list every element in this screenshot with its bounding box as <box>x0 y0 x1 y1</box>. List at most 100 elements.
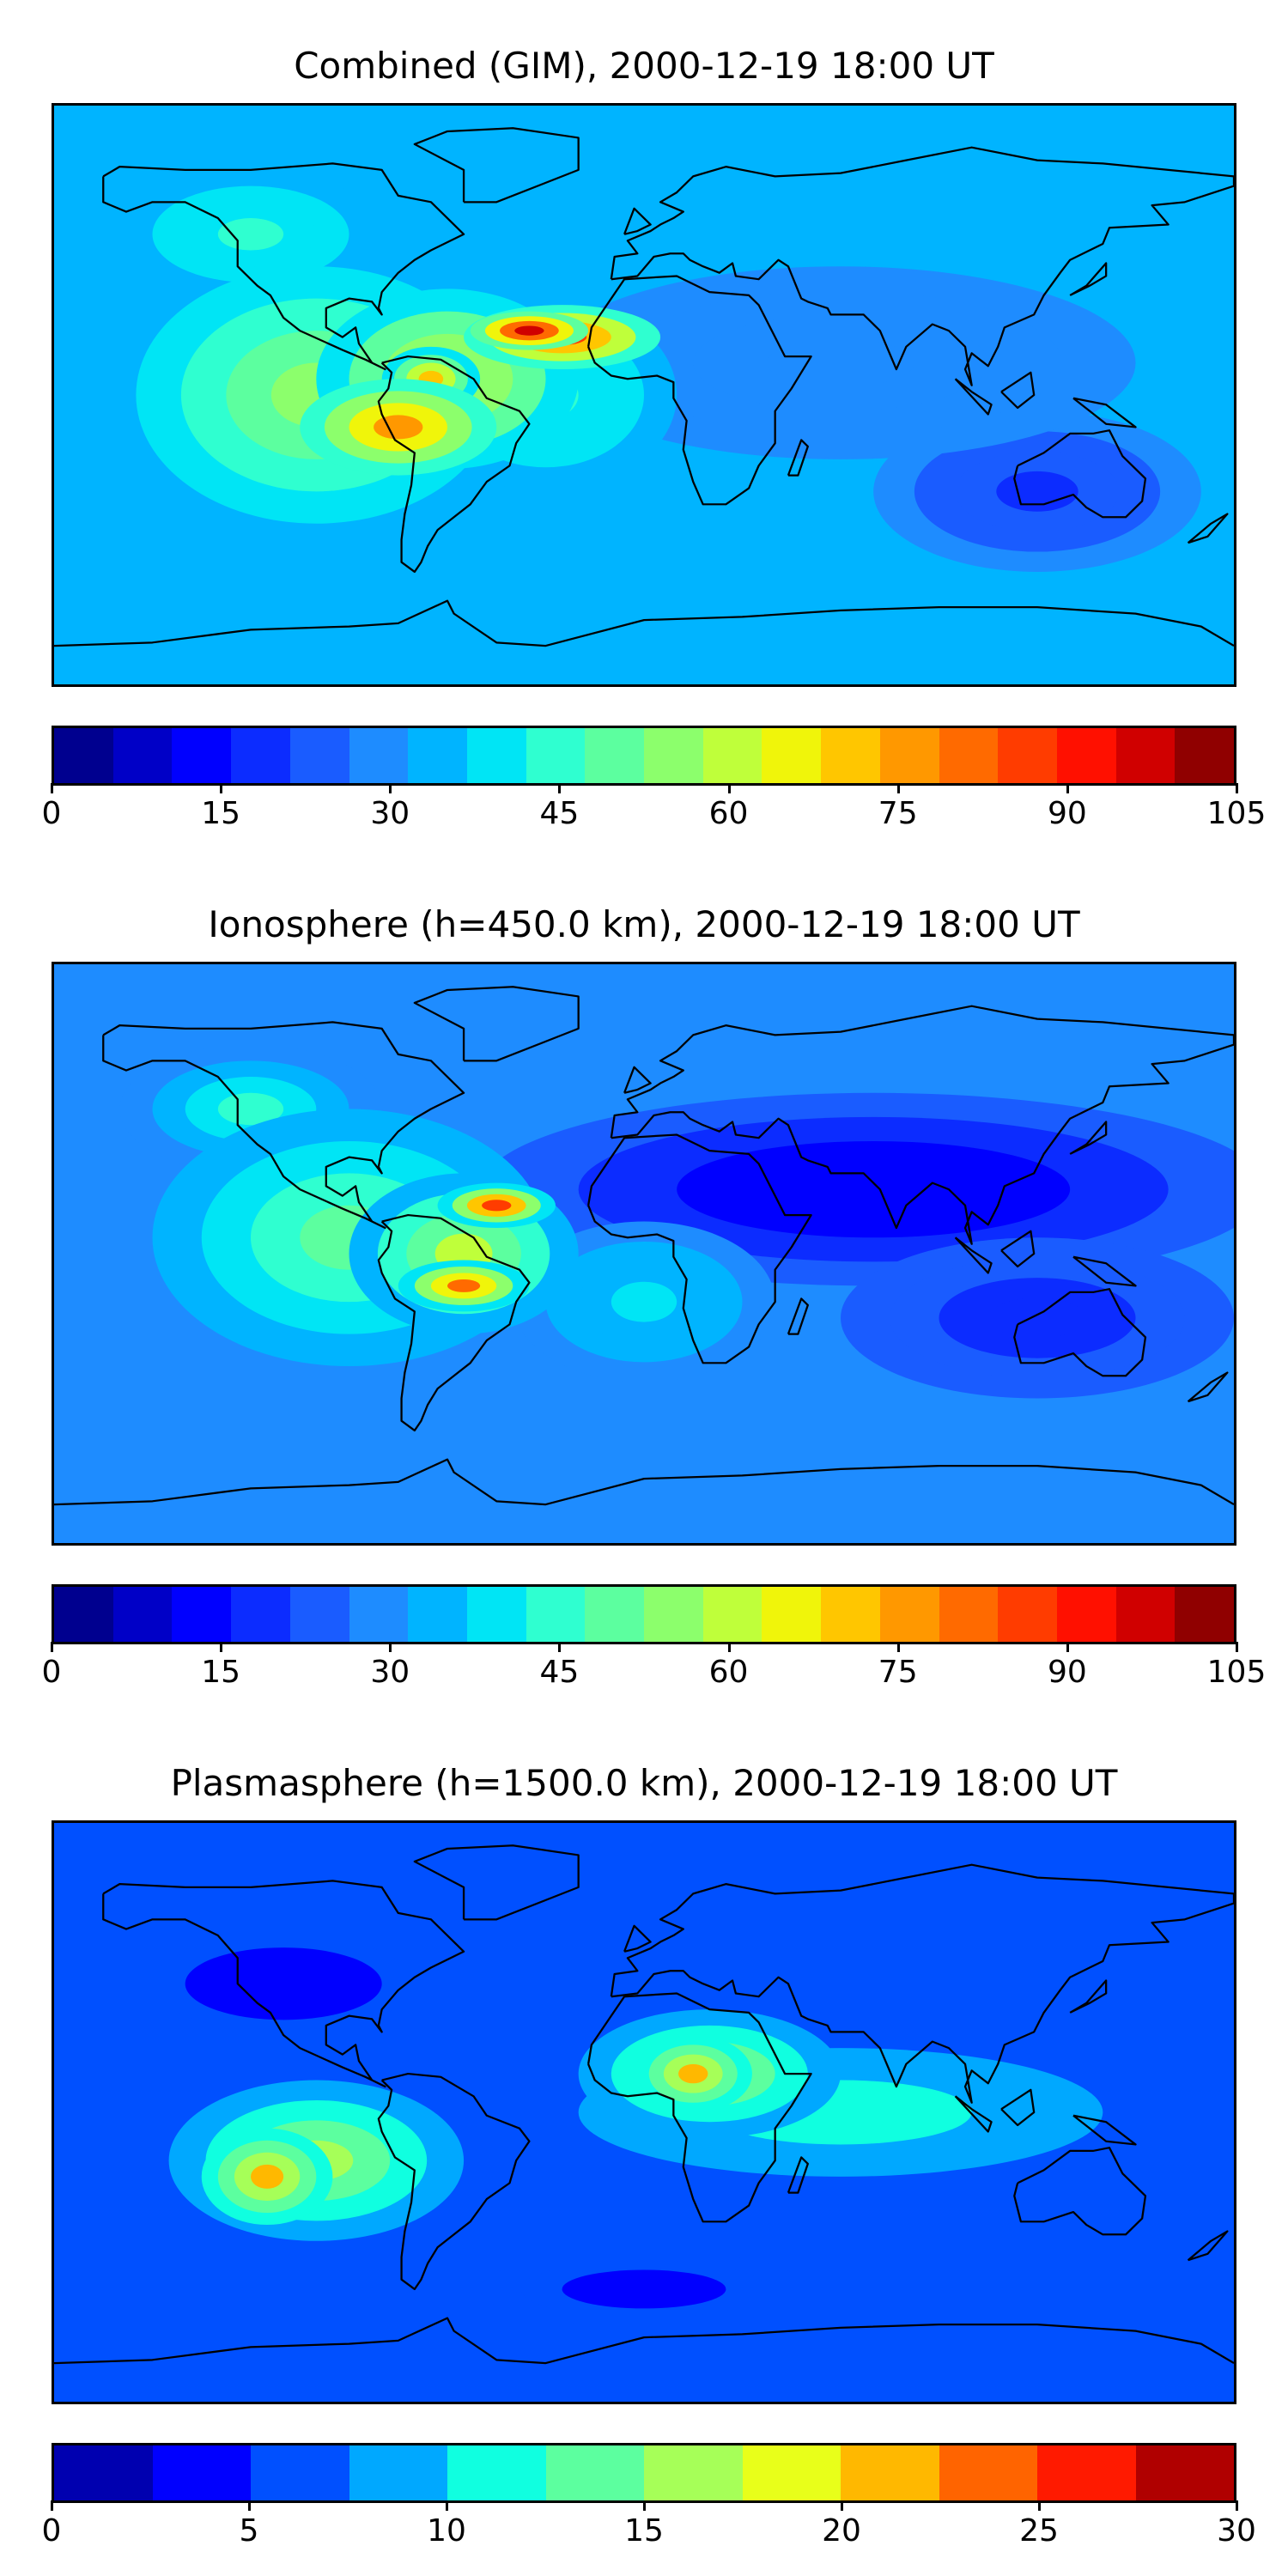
colorbar-segment <box>998 728 1057 783</box>
tick-label: 45 <box>539 1655 580 1690</box>
colorbar-segment <box>998 1587 1057 1642</box>
coastline <box>610 1863 1234 2104</box>
coastline <box>623 207 652 235</box>
tick-label: 60 <box>708 796 749 831</box>
coastline <box>377 2072 531 2291</box>
colorbar-segment <box>1175 728 1235 783</box>
contour-band <box>987 1297 1087 1339</box>
colorbar-segment <box>152 2445 251 2500</box>
coastline <box>954 378 993 416</box>
tick-label: 105 <box>1206 1655 1267 1690</box>
coastline <box>1187 1371 1229 1403</box>
tick-label: 45 <box>539 796 580 831</box>
panel-1-map-svg <box>54 106 1234 684</box>
colorbar-segment <box>1056 1587 1116 1642</box>
colorbar-segment <box>289 1587 349 1642</box>
coastline <box>54 2317 1234 2365</box>
colorbar-segment <box>821 728 880 783</box>
colorbar-segment <box>1037 2445 1136 2500</box>
tick-label: 30 <box>370 796 410 831</box>
coastline <box>610 1005 1234 1245</box>
coastline <box>1072 397 1137 428</box>
tick-label: 15 <box>201 1655 241 1690</box>
tick-mark <box>558 1642 562 1652</box>
contour-band <box>611 1281 677 1322</box>
colorbar-segment <box>408 1587 467 1642</box>
panel-2-colorbar-ticks: 0 15 30 45 60 75 90 105 <box>42 1642 1266 1693</box>
tick-label: 0 <box>41 2513 62 2549</box>
tick-mark <box>446 2500 448 2511</box>
coastline <box>1013 429 1147 519</box>
tick-mark <box>389 783 392 793</box>
panel-2-title: Ionosphere (h=450.0 km), 2000-12-19 18:0… <box>208 903 1080 945</box>
tick-mark <box>727 1642 731 1652</box>
tick-label: 30 <box>1217 2513 1256 2549</box>
contour-band <box>251 2164 284 2189</box>
colorbar-segment <box>466 1587 526 1642</box>
colorbar-segment <box>466 728 526 783</box>
contour-band <box>603 2279 685 2300</box>
coastline <box>586 275 812 506</box>
coastline <box>623 1066 652 1094</box>
tick-label: 25 <box>1019 2513 1059 2549</box>
colorbar-segment <box>251 2445 349 2500</box>
tick-mark <box>558 783 562 793</box>
coastline <box>1013 1288 1147 1377</box>
tick-label: 15 <box>201 796 241 831</box>
coastline <box>787 439 809 477</box>
panel-3-colorbar-ticks: 0 5 10 15 20 25 30 <box>42 2500 1256 2552</box>
contour-band <box>514 325 544 336</box>
panel-3-map-svg <box>54 1823 1234 2402</box>
coastline <box>1069 262 1108 296</box>
coastline <box>1000 371 1036 410</box>
tick-label: 15 <box>624 2513 664 2549</box>
coastline <box>787 1297 809 1335</box>
contour-band <box>996 471 1078 512</box>
tick-label: 60 <box>708 1655 749 1690</box>
tick-mark <box>643 2500 646 2511</box>
coastline <box>954 1236 993 1274</box>
coastline <box>1187 513 1229 544</box>
coastline <box>413 127 580 204</box>
colorbar-segment <box>545 2445 644 2500</box>
panel-1-title: Combined (GIM), 2000-12-19 18:00 UT <box>294 45 994 87</box>
colorbar-segment <box>702 728 762 783</box>
colorbar-segment <box>289 728 349 783</box>
contour-band <box>482 1200 512 1212</box>
tick-label: 0 <box>41 796 62 831</box>
coastline <box>1072 1255 1137 1287</box>
colorbar-segment <box>349 1587 409 1642</box>
colorbar-segment <box>112 1587 173 1642</box>
coastline <box>586 1992 812 2223</box>
contour-band <box>374 415 423 440</box>
coastline <box>102 162 465 371</box>
coastline <box>787 2156 809 2194</box>
coastline <box>102 1880 465 2088</box>
contour-band <box>678 2063 708 2084</box>
tick-mark <box>896 1642 900 1652</box>
coastline <box>377 1213 531 1432</box>
colorbar-segment <box>644 2445 743 2500</box>
tick-label: 75 <box>878 796 918 831</box>
tick-label: 105 <box>1206 796 1267 831</box>
tick-mark <box>896 783 900 793</box>
coastline <box>54 1458 1234 1506</box>
panel-3-map <box>52 1820 1236 2404</box>
tick-label: 90 <box>1047 796 1087 831</box>
tick-mark <box>1066 783 1069 793</box>
tick-label: 0 <box>41 1655 62 1690</box>
panel-1-map <box>52 103 1236 687</box>
colorbar-segment <box>939 728 999 783</box>
colorbar-segment <box>879 1587 939 1642</box>
colorbar-segment <box>172 1587 232 1642</box>
colorbar-segment <box>585 728 645 783</box>
colorbar-segment <box>939 2445 1037 2500</box>
colorbar-segment <box>1135 2445 1234 2500</box>
tick-mark <box>51 2500 53 2511</box>
coastline <box>1072 2114 1137 2146</box>
colorbar-segment <box>821 1587 880 1642</box>
panel-3-title: Plasmasphere (h=1500.0 km), 2000-12-19 1… <box>170 1762 1118 1804</box>
colorbar-segment <box>526 1587 586 1642</box>
tick-label: 30 <box>370 1655 410 1690</box>
colorbar-segment <box>54 2445 153 2500</box>
